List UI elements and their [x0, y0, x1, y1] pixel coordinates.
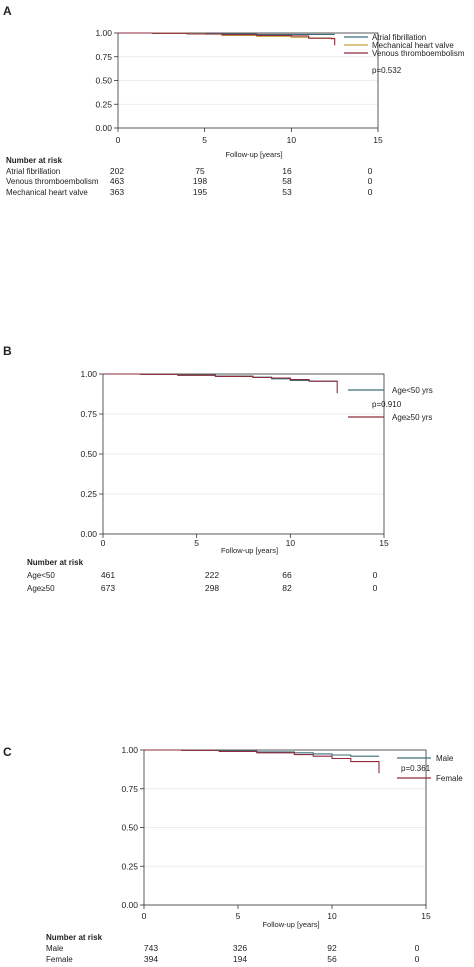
y-tick-label: 1.00 — [121, 745, 138, 755]
panel-c: C 0.00 0.25 0.50 0.75 1.00 0 5 10 15 Follow-up [ye… — [3, 745, 463, 964]
panel-a: A 0.00 0.25 0.50 0.75 1.00 0 5 10 15 Follow-up [ye… — [3, 4, 465, 197]
x-tick-label: 5 — [202, 135, 207, 145]
x-axis-label: Follow-up [years] — [225, 150, 282, 159]
km-curve-female — [144, 749, 380, 774]
x-tick-label: 10 — [327, 911, 337, 921]
plot-frame — [143, 749, 427, 906]
risk-value: 326 — [233, 943, 247, 953]
legend: Age<50 yrs Age≥50 yrs — [348, 386, 433, 422]
x-tick-label: 15 — [373, 135, 383, 145]
y-tick-label: 0.50 — [95, 76, 112, 86]
panel-letter: B — [3, 344, 12, 358]
y-tick-label: 0.75 — [95, 52, 112, 62]
risk-table-title: Number at risk — [27, 558, 84, 567]
risk-value: 673 — [101, 583, 115, 593]
y-tick-label: 0.25 — [121, 861, 138, 871]
risk-value: 75 — [195, 166, 205, 176]
y-tick-label: 1.00 — [95, 28, 112, 38]
panel-letter: C — [3, 745, 12, 759]
risk-value: 202 — [110, 166, 124, 176]
plot-frame — [117, 32, 379, 129]
legend-label: Age<50 yrs — [392, 386, 433, 395]
risk-table: Number at risk Age<50 461 222 66 0 Age≥50 673 29… — [27, 558, 378, 593]
y-tick-label: 0.25 — [80, 489, 97, 499]
panel-b: B 0.00 0.25 0.50 0.75 1.00 0 5 10 15 Follow-up [ye… — [3, 344, 433, 593]
risk-value: 198 — [193, 176, 207, 186]
risk-value: 363 — [110, 187, 124, 197]
legend-label: Female — [436, 774, 463, 783]
risk-value: 195 — [193, 187, 207, 197]
legend-label: Atrial fibrillation — [372, 33, 426, 42]
y-tick-label: 0.50 — [121, 823, 138, 833]
risk-row-label: Venous thromboembolism — [6, 177, 99, 186]
risk-value: 56 — [327, 954, 337, 964]
x-tick-label: 0 — [116, 135, 121, 145]
legend-label: Age≥50 yrs — [392, 413, 432, 422]
x-tick-label: 0 — [142, 911, 147, 921]
risk-value: 16 — [282, 166, 292, 176]
x-tick-label: 15 — [379, 538, 389, 548]
risk-row-label: Age<50 — [27, 571, 55, 580]
risk-table-title: Number at risk — [46, 933, 103, 942]
x-axis-label: Follow-up [years] — [221, 546, 278, 555]
x-axis-label: Follow-up [years] — [262, 920, 319, 929]
risk-value: 298 — [205, 583, 219, 593]
risk-value: 0 — [415, 943, 420, 953]
risk-table-title: Number at risk — [6, 156, 63, 165]
x-tick-label: 0 — [101, 538, 106, 548]
p-value: p=0.532 — [372, 66, 402, 75]
legend-label: Male — [436, 754, 454, 763]
risk-row-label: Age≥50 — [27, 584, 55, 593]
y-tick-label: 0.00 — [80, 529, 97, 539]
y-tick-label: 0.25 — [95, 99, 112, 109]
risk-value: 58 — [282, 176, 292, 186]
legend-label: Mechanical heart valve — [372, 41, 454, 50]
plot-frame — [102, 373, 385, 535]
km-curve-venous-thromboembolism — [118, 32, 336, 46]
y-tick-label: 0.75 — [121, 784, 138, 794]
y-tick-label: 0.50 — [80, 449, 97, 459]
risk-value: 222 — [205, 570, 219, 580]
km-curve-age-50-yrs — [103, 373, 338, 394]
risk-value: 0 — [373, 570, 378, 580]
risk-value: 394 — [144, 954, 158, 964]
y-tick-label: 0.00 — [121, 900, 138, 910]
risk-value: 0 — [368, 166, 373, 176]
x-tick-label: 15 — [421, 911, 431, 921]
risk-value: 92 — [327, 943, 337, 953]
p-value: p=0.361 — [401, 764, 431, 773]
risk-value: 0 — [368, 176, 373, 186]
risk-row-label: Male — [46, 944, 64, 953]
panel-letter: A — [3, 4, 12, 18]
y-tick-label: 1.00 — [80, 369, 97, 379]
risk-value: 0 — [415, 954, 420, 964]
risk-value: 82 — [282, 583, 292, 593]
legend-label: Venous thromboembolism — [372, 49, 465, 58]
risk-value: 53 — [282, 187, 292, 197]
risk-value: 0 — [373, 583, 378, 593]
y-tick-label: 0.75 — [80, 409, 97, 419]
risk-row-label: Atrial fibrillation — [6, 167, 60, 176]
risk-value: 194 — [233, 954, 247, 964]
risk-table: Number at risk Atrial fibrillation 202 75 16… — [6, 156, 373, 197]
risk-value: 461 — [101, 570, 115, 580]
risk-table: Number at risk Male 743 326 92 0 Female 394 194 5… — [46, 933, 420, 964]
x-tick-label: 10 — [286, 538, 296, 548]
risk-value: 463 — [110, 176, 124, 186]
x-tick-label: 5 — [194, 538, 199, 548]
risk-value: 0 — [368, 187, 373, 197]
risk-value: 743 — [144, 943, 158, 953]
risk-value: 66 — [282, 570, 292, 580]
x-tick-label: 10 — [287, 135, 297, 145]
risk-row-label: Mechanical heart valve — [6, 188, 88, 197]
y-tick-label: 0.00 — [95, 123, 112, 133]
risk-row-label: Female — [46, 955, 73, 964]
legend: Male Female — [397, 754, 463, 783]
x-tick-label: 5 — [236, 911, 241, 921]
p-value: p=0.910 — [372, 400, 402, 409]
